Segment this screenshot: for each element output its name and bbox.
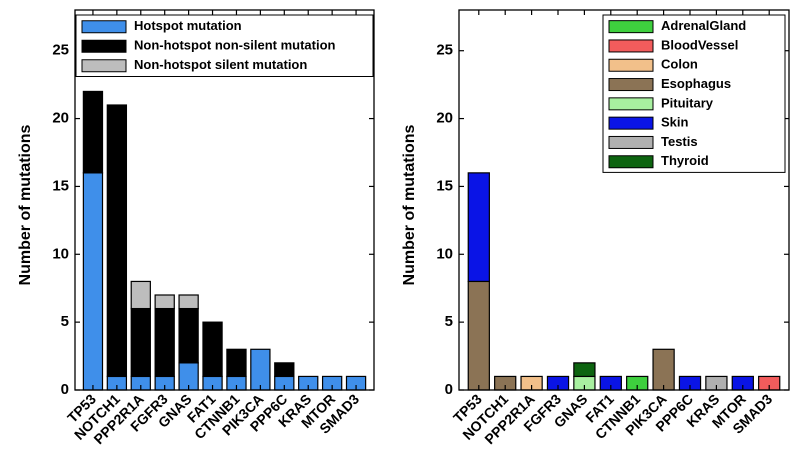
ytick-label: 15 (52, 177, 69, 194)
axes-box (458, 9, 790, 391)
ytick-label: 10 (52, 245, 69, 262)
bar-gnas-series-3 (178, 294, 199, 310)
bar-ppp2r1a-series-2 (130, 307, 151, 378)
legend-swatch (608, 116, 654, 130)
legend-swatch (608, 58, 654, 72)
ytick-label: 25 (436, 42, 453, 59)
ytick-label: 0 (61, 381, 69, 398)
legend-swatch (608, 97, 654, 111)
ytick-label: 5 (61, 313, 69, 330)
ytick-label: 5 (445, 313, 453, 330)
legend-swatch (608, 39, 654, 53)
legend-swatch (81, 20, 127, 34)
legend-label: Skin (661, 115, 689, 130)
chart-1: 0510152025TP53NOTCH1PPP2R1AFGFR3GNASFAT1… (17, 9, 375, 447)
bar-tp53-series-6 (467, 172, 490, 283)
legend: AdrenalGland BloodVessel Colon Esophagus Pit… (602, 14, 786, 173)
bar-fat1-series-2 (202, 321, 223, 378)
legend-swatch (81, 59, 127, 73)
legend-label: Non-hotspot silent mutation (134, 57, 307, 72)
legend-label: Colon (661, 57, 698, 72)
legend-label: AdrenalGland (661, 18, 746, 33)
legend-label: Esophagus (661, 76, 731, 91)
y-axis-label: Number of mutations (17, 124, 34, 285)
ytick-label: 20 (436, 110, 453, 127)
bar-ctnnb1-series-2 (226, 348, 247, 378)
bar-fgfr3-series-3 (154, 294, 175, 310)
y-axis-label: Number of mutations (401, 124, 418, 285)
bar-fgfr3-series-2 (154, 307, 175, 378)
legend-label: Non-hotspot non-silent mutation (134, 38, 336, 53)
legend-label: Thyroid (661, 153, 709, 168)
bar-ppp2r1a-series-3 (130, 280, 151, 310)
ytick-label: 0 (445, 381, 453, 398)
ytick-label: 15 (436, 177, 453, 194)
legend-swatch (608, 155, 654, 169)
legend-label: Testis (661, 134, 698, 149)
legend-label: Pituitary (661, 95, 714, 110)
legend-label: BloodVessel (661, 37, 738, 52)
bar-notch1-series-2 (106, 104, 128, 378)
legend-swatch (81, 39, 127, 53)
bar-pik3ca-series-4 (652, 348, 675, 391)
legend-swatch (608, 78, 654, 92)
bar-gnas-series-2 (178, 307, 199, 364)
ytick-label: 25 (52, 42, 69, 59)
bar-ppp6c-series-2 (274, 362, 295, 378)
legend-swatch (608, 20, 654, 34)
legend-label: Hotspot mutation (134, 18, 242, 33)
legend-swatch (608, 135, 654, 149)
bar-tp53-series-4 (467, 280, 490, 391)
bar-pik3ca-series-1 (250, 348, 271, 391)
bar-tp53-series-2 (82, 90, 104, 174)
axes-box (74, 9, 375, 391)
ytick-label: 10 (436, 245, 453, 262)
chart-2: 0510152025TP53NOTCH1PPP2R1AFGFR3GNASFAT1… (401, 9, 790, 447)
ytick-label: 20 (52, 110, 69, 127)
bar-tp53-series-1 (82, 172, 104, 391)
legend: Hotspot mutation Non-hotspot non-silent m… (75, 14, 374, 77)
bar-gnas-series-8 (573, 362, 596, 378)
